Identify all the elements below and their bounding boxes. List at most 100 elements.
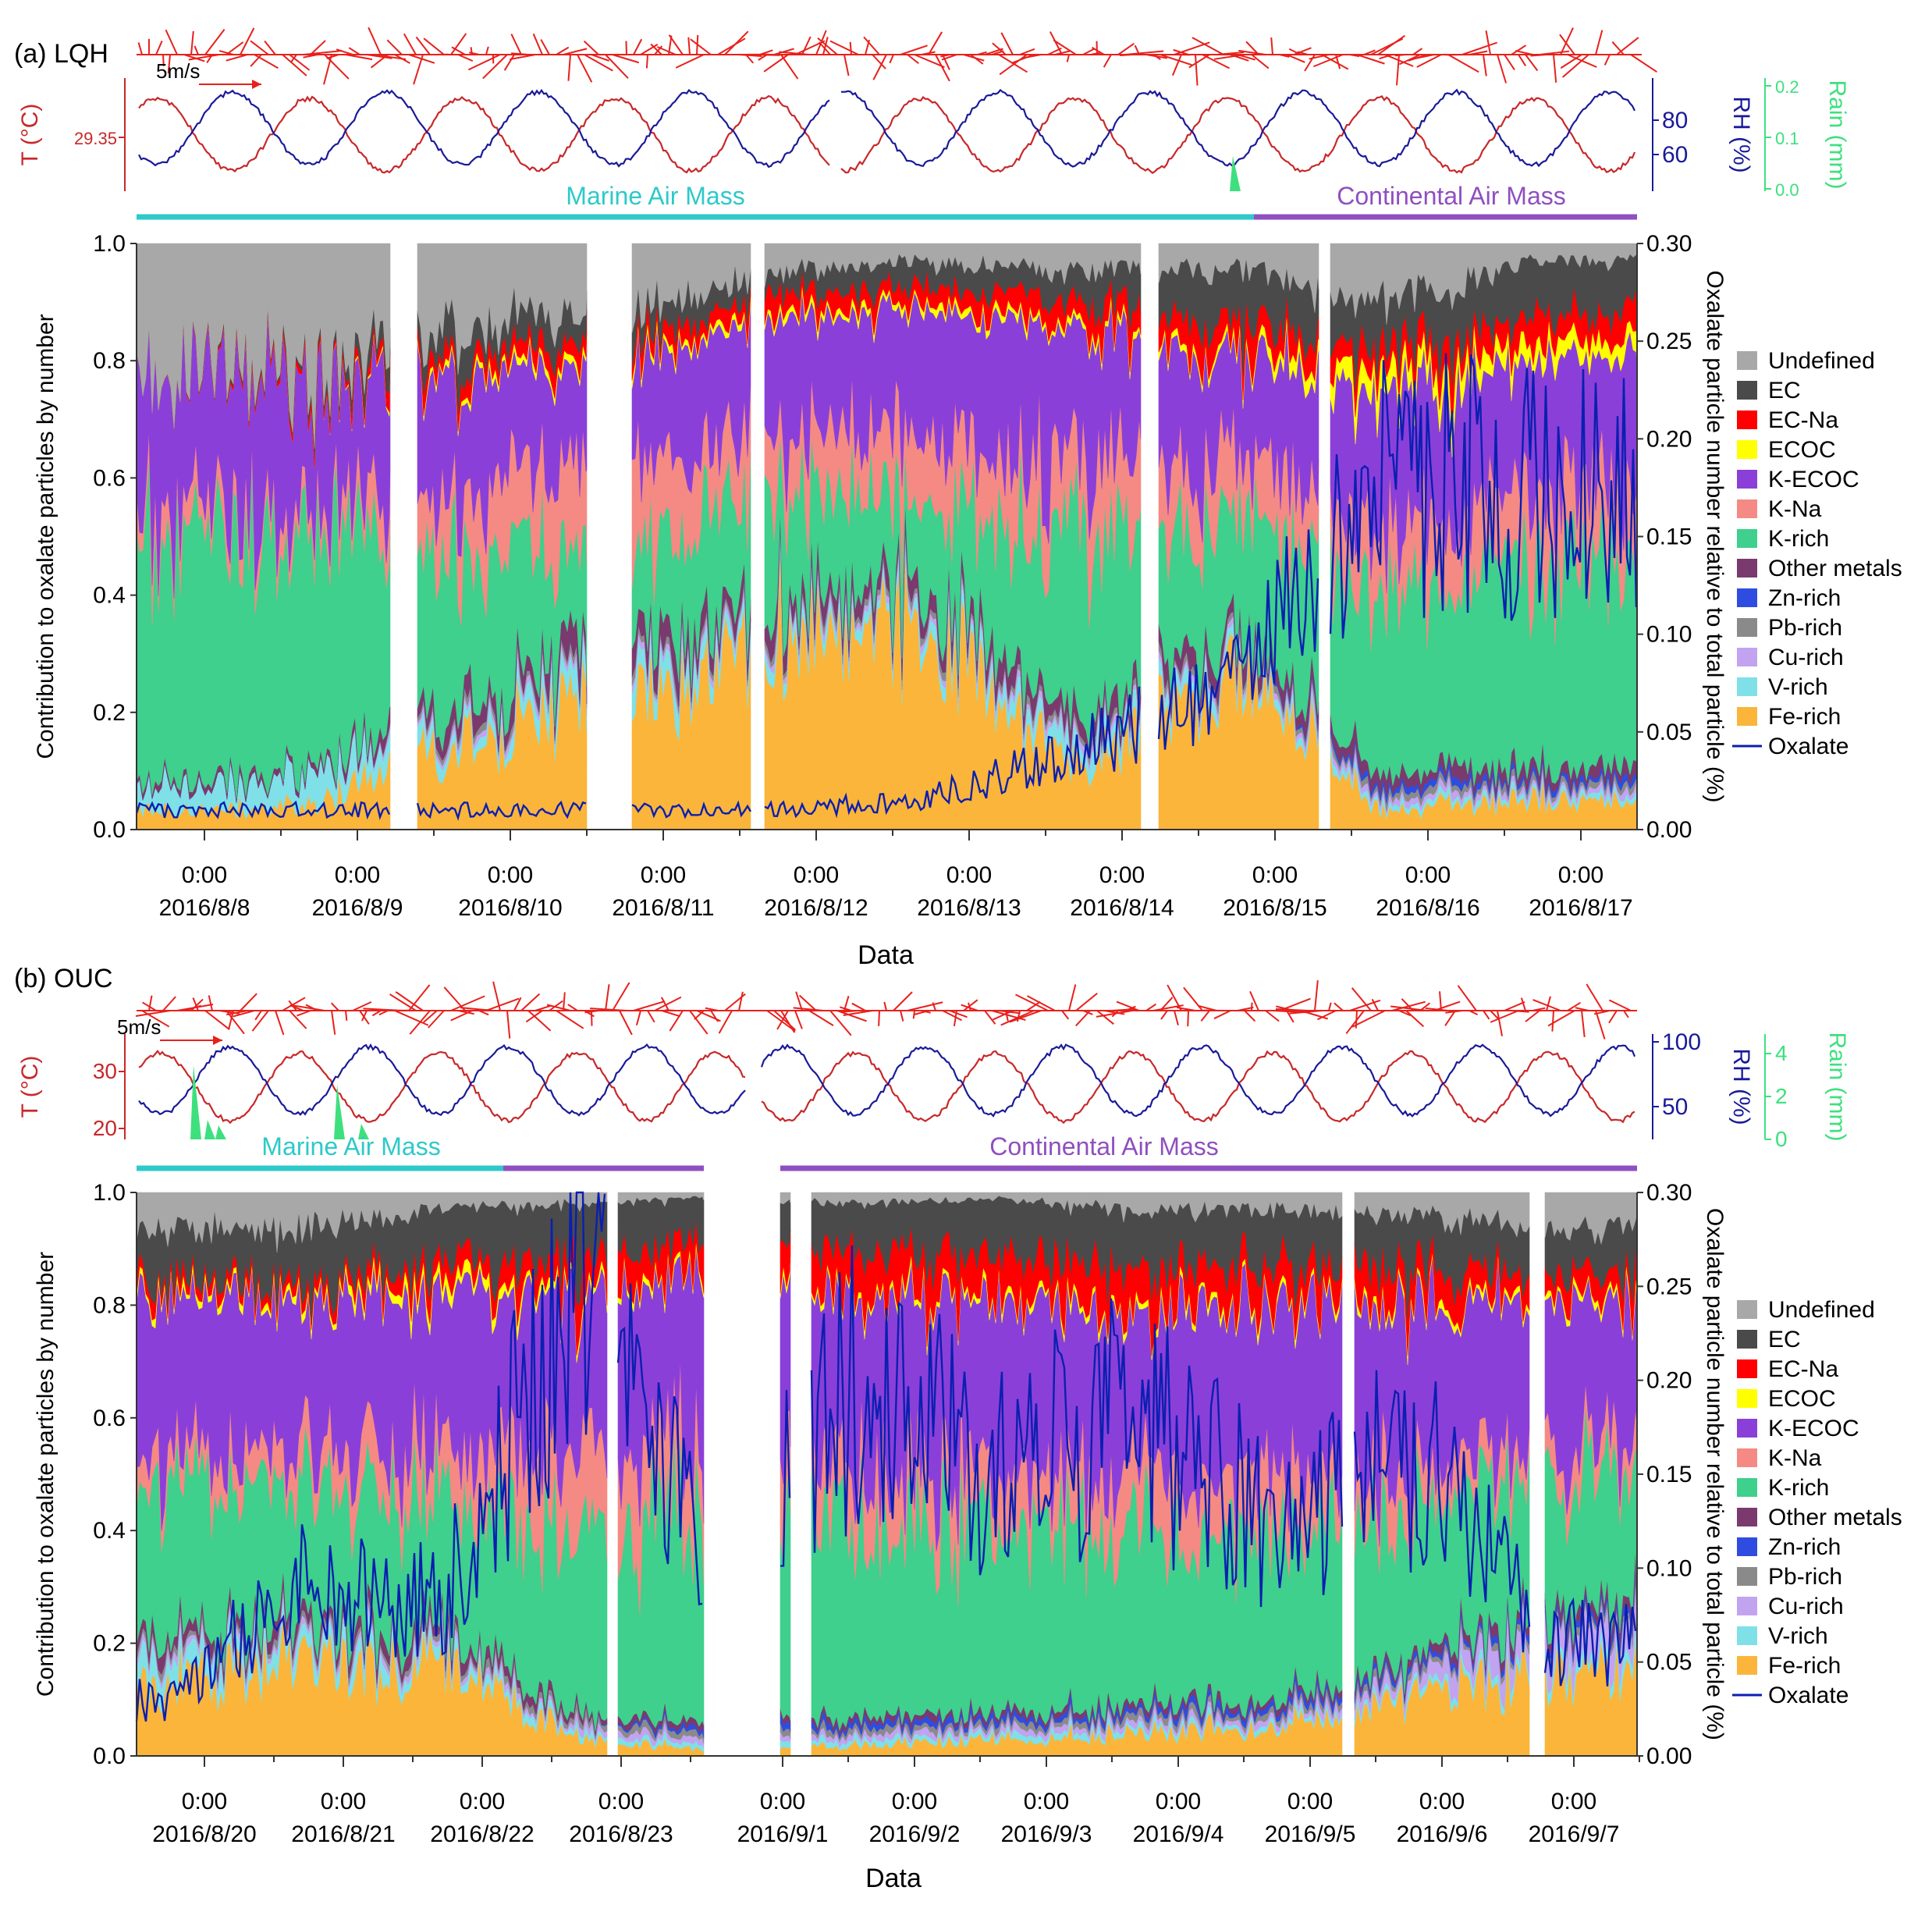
area-undefined	[136, 243, 391, 450]
wind-arrow	[254, 1010, 262, 1021]
wind-arrow	[993, 1010, 1014, 1021]
wind-arrow	[226, 1010, 248, 1016]
legend-label: V-rich	[1768, 674, 1828, 700]
wind-arrow	[851, 1002, 866, 1011]
wind-arrow	[1053, 39, 1077, 55]
wind-arrow	[942, 54, 950, 70]
wind-arrow	[1412, 48, 1423, 55]
legend-label: Zn-rich	[1768, 1534, 1841, 1560]
wind-arrow	[1363, 49, 1376, 55]
wind-arrow	[780, 54, 799, 80]
wind-arrow	[665, 1009, 677, 1011]
wind-arrow	[1546, 996, 1551, 1011]
rh-tick-label: 50	[1662, 1094, 1688, 1120]
wind-arrow	[932, 1002, 936, 1011]
rh-tick-label: 100	[1662, 1029, 1701, 1055]
panel-a-lqh: (a) LQH 5m/s T (°C) 29.35 80 60 RH (%) 0.2 0.1 0.…	[14, 27, 1902, 921]
x-tick-date-label: 2016/8/21	[291, 1821, 395, 1847]
wind-arrow	[1309, 54, 1330, 60]
wind-arrow	[289, 54, 297, 63]
wind-arrow	[773, 1010, 797, 1031]
wind-arrow	[503, 54, 515, 71]
wind-arrow	[635, 1010, 641, 1025]
wind-arrow	[1561, 54, 1589, 78]
wind-arrow	[589, 1008, 627, 1011]
wind-arrow	[1567, 1001, 1582, 1011]
wind-arrow	[758, 54, 768, 61]
wind-arrow	[155, 41, 163, 55]
wind-arrow	[949, 1010, 968, 1018]
wind-arrow	[633, 1000, 666, 1011]
wind-arrow	[1603, 54, 1611, 66]
wind-arrow	[1238, 49, 1266, 55]
wind-arrow	[1593, 1010, 1611, 1015]
wind-arrow	[289, 54, 311, 71]
wind-arrow	[1188, 54, 1210, 69]
legend-label: ECOC	[1768, 437, 1836, 463]
wind-arrow	[1286, 54, 1305, 63]
wind-arrow	[1054, 50, 1071, 55]
wind-arrow	[443, 986, 466, 1011]
continental-air-mass-label: Continental Air Mass	[989, 1132, 1218, 1160]
x-tick-date-label: 2016/9/1	[737, 1821, 829, 1847]
right-tick-label: 0.20	[1646, 426, 1692, 452]
right-tick-label: 0.10	[1646, 1555, 1692, 1581]
rain-tick-label: 0.1	[1775, 129, 1799, 148]
rain-bar	[190, 1065, 201, 1139]
wind-arrow	[1152, 54, 1161, 60]
wind-arrow	[1525, 54, 1539, 72]
legend-swatch-undefined	[1737, 1300, 1757, 1319]
t-curve	[138, 94, 1636, 174]
x-tick-date-label: 2016/8/12	[764, 895, 868, 921]
wind-arrow	[1349, 54, 1360, 58]
wind-arrow	[1608, 999, 1632, 1011]
wind-arrow	[583, 40, 599, 55]
wind-arrow	[1015, 993, 1049, 1011]
legend-swatch-ecoc	[1737, 1389, 1757, 1408]
wind-arrow	[1174, 1010, 1179, 1026]
wind-arrow	[577, 54, 593, 83]
wind-arrow	[264, 40, 276, 55]
wind-arrow	[368, 27, 382, 55]
x-tick-time-label: 0:00	[892, 1789, 937, 1814]
legend-swatch-k-rich	[1737, 529, 1757, 548]
left-tick-label: 0.2	[93, 700, 126, 726]
wind-arrow	[759, 49, 773, 55]
wind-arrow	[660, 997, 669, 1011]
wind-arrow	[1289, 1010, 1323, 1015]
x-tick-date-label: 2016/8/8	[159, 895, 250, 921]
wind-arrow	[763, 54, 789, 73]
wind-arrow	[612, 982, 630, 1011]
wind-arrow	[208, 995, 213, 1011]
wind-arrow	[1504, 54, 1515, 71]
right-axis-title: Oxalate particle number relative to tota…	[1702, 271, 1728, 803]
wind-arrow	[605, 984, 610, 1011]
wind-arrow	[450, 995, 485, 1011]
right-tick-label: 0.15	[1646, 524, 1692, 550]
legend-swatch-v-rich	[1737, 677, 1757, 696]
wind-arrow	[1586, 983, 1603, 1011]
wind-arrow	[1286, 1010, 1295, 1023]
rain-bar	[1230, 156, 1241, 191]
wind-arrow	[290, 1004, 325, 1011]
continental-air-mass-label: Continental Air Mass	[1337, 182, 1565, 210]
wind-arrow	[1082, 48, 1096, 55]
wind-arrow	[1316, 1010, 1337, 1021]
wind-arrow	[1000, 32, 1014, 55]
wind-arrow	[1532, 999, 1561, 1011]
x-tick-time-label: 0:00	[1252, 862, 1298, 888]
wind-arrow	[1089, 52, 1101, 55]
wind-arrow	[1145, 1003, 1157, 1011]
wind-arrow	[1304, 54, 1316, 72]
wind-arrow	[710, 1010, 719, 1022]
wind-arrow	[640, 44, 659, 55]
wind-arrow	[457, 54, 474, 62]
wind-arrow	[619, 1010, 633, 1036]
legend-swatch-fe-rich	[1737, 707, 1757, 726]
wind-arrow	[378, 1010, 389, 1016]
x-tick-date-label: 2016/9/3	[1001, 1821, 1092, 1847]
oxalate-line	[780, 1390, 791, 1567]
wind-arrow	[992, 42, 1007, 55]
wind-arrow	[1293, 47, 1312, 55]
wind-arrow	[1398, 1010, 1411, 1017]
